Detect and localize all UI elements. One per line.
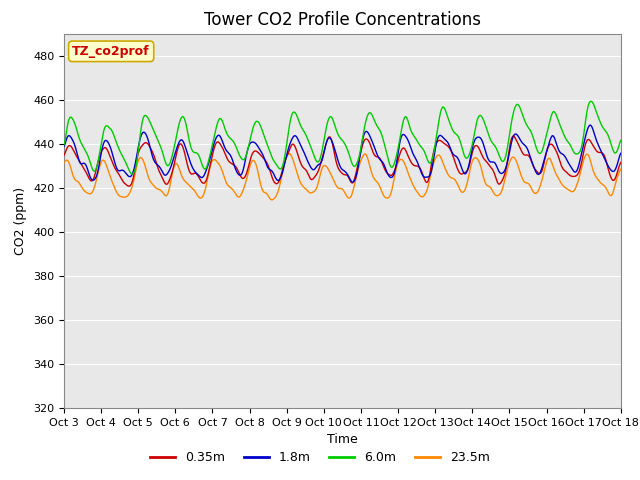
6.0m	[587, 98, 595, 104]
23.5m	[298, 181, 305, 187]
23.5m	[268, 197, 276, 203]
6.0m	[617, 137, 625, 143]
0.35m	[60, 152, 68, 158]
6.0m	[129, 171, 136, 177]
1.8m	[348, 180, 356, 185]
0.35m	[399, 145, 407, 151]
6.0m	[296, 121, 304, 127]
1.8m	[234, 170, 241, 176]
1.8m	[60, 144, 68, 149]
6.0m	[567, 143, 575, 149]
23.5m	[234, 193, 241, 199]
1.8m	[373, 151, 381, 156]
6.0m	[60, 142, 68, 147]
0.35m	[509, 133, 516, 139]
1.8m	[295, 138, 303, 144]
23.5m	[617, 167, 625, 172]
0.35m	[568, 173, 576, 179]
0.35m	[234, 168, 242, 174]
23.5m	[285, 151, 293, 156]
23.5m	[401, 161, 408, 167]
Line: 6.0m: 6.0m	[64, 101, 621, 174]
Y-axis label: CO2 (ppm): CO2 (ppm)	[15, 187, 28, 255]
0.35m	[125, 183, 133, 189]
Title: Tower CO2 Profile Concentrations: Tower CO2 Profile Concentrations	[204, 11, 481, 29]
X-axis label: Time: Time	[327, 433, 358, 446]
0.35m	[296, 158, 304, 164]
6.0m	[234, 150, 242, 156]
23.5m	[472, 155, 479, 160]
0.35m	[373, 154, 381, 160]
0.35m	[470, 144, 478, 150]
1.8m	[470, 138, 478, 144]
1.8m	[617, 150, 625, 156]
1.8m	[567, 164, 575, 169]
6.0m	[373, 122, 381, 128]
6.0m	[399, 118, 407, 123]
Text: TZ_co2prof: TZ_co2prof	[72, 45, 150, 58]
Line: 1.8m: 1.8m	[64, 125, 621, 182]
23.5m	[374, 180, 381, 186]
6.0m	[470, 131, 478, 137]
1.8m	[587, 122, 595, 128]
23.5m	[568, 189, 576, 194]
1.8m	[399, 132, 407, 137]
Line: 23.5m: 23.5m	[64, 154, 621, 200]
0.35m	[617, 159, 625, 165]
23.5m	[60, 159, 68, 165]
Legend: 0.35m, 1.8m, 6.0m, 23.5m: 0.35m, 1.8m, 6.0m, 23.5m	[145, 446, 495, 469]
Line: 0.35m: 0.35m	[64, 136, 621, 186]
